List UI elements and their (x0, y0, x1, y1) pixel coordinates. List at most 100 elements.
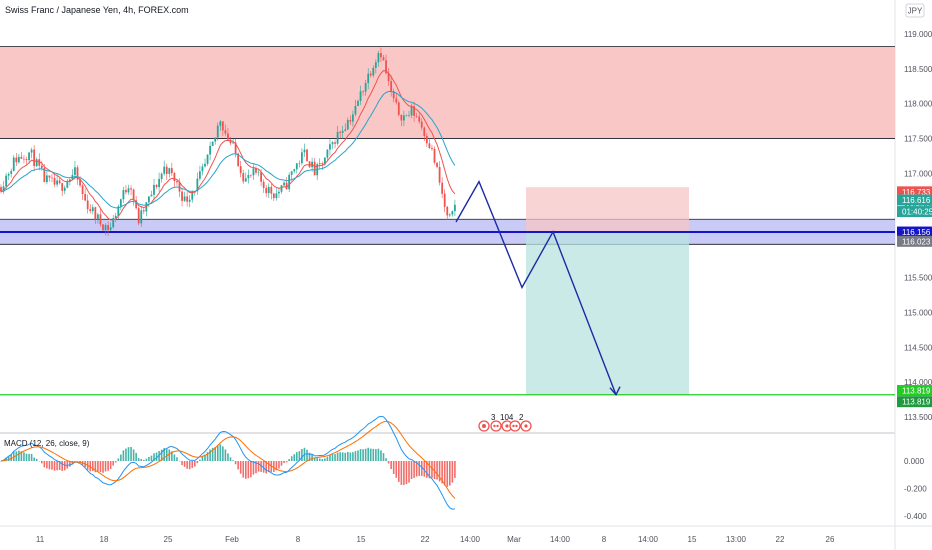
candle (125, 185, 127, 195)
currency-button[interactable]: JPY (905, 3, 925, 18)
event-icon[interactable] (490, 420, 502, 432)
macd-histogram-bar (321, 459, 324, 461)
candle (303, 143, 306, 157)
resistance-zone[interactable] (0, 46, 895, 139)
candle (443, 189, 446, 213)
macd-histogram-bar (69, 461, 71, 467)
price-tag[interactable]: 113.819 (897, 385, 932, 397)
candle (66, 179, 69, 189)
candle-body (122, 190, 125, 200)
candle (148, 196, 150, 208)
price-tag[interactable]: 01:40:25 (897, 206, 932, 218)
macd-histogram-bar (293, 454, 296, 461)
macd-histogram-bar (216, 445, 219, 461)
candle-body (451, 211, 454, 215)
candle-body (242, 173, 245, 182)
time-tick-label: 22 (776, 535, 785, 544)
candle (306, 148, 308, 162)
ema-fast-line (0, 70, 456, 221)
macd-histogram-bar (331, 453, 334, 461)
candle (109, 222, 112, 232)
candle (163, 160, 166, 176)
price-tag[interactable]: 116.733 (897, 186, 932, 198)
candle-body (339, 131, 342, 133)
candle (390, 75, 393, 97)
macd-histogram-bar (451, 461, 454, 483)
event-markers-group-1[interactable]: 3 104 (478, 413, 514, 432)
candle (94, 206, 97, 224)
macd-histogram-bar (117, 458, 120, 461)
macd-histogram-bar (349, 452, 352, 461)
macd-histogram-bar (372, 448, 375, 461)
macd-histogram-bar (143, 459, 145, 461)
candle (28, 151, 30, 164)
svg-text:JPY: JPY (908, 7, 923, 16)
candle-body (367, 73, 370, 84)
macd-histogram-bar (10, 454, 12, 461)
price-axis[interactable] (895, 0, 932, 550)
macd-histogram-bar (382, 453, 385, 461)
macd-histogram-bar (326, 456, 329, 461)
candle-body (306, 149, 308, 162)
candle-body (158, 178, 160, 188)
price-tag[interactable]: 116.023 (897, 235, 932, 247)
macd-histogram-bar (15, 451, 18, 461)
candle (308, 161, 311, 168)
price-tag[interactable]: 113.819 (897, 396, 932, 408)
candle (199, 165, 201, 181)
candle (428, 138, 431, 150)
macd-histogram-bar (395, 461, 398, 478)
candle (51, 174, 53, 183)
macd-histogram-bar (140, 459, 143, 461)
event-icon[interactable] (509, 420, 521, 432)
macd-histogram-bar (109, 461, 112, 469)
candle-body (436, 162, 438, 168)
candle-body (199, 171, 201, 179)
candle (413, 101, 415, 122)
price-tag-bg (897, 385, 932, 397)
candle (30, 147, 33, 159)
candle-body (48, 175, 51, 178)
candle-body (201, 166, 204, 172)
projection-path[interactable] (455, 179, 617, 395)
candle (262, 179, 265, 193)
macd-histogram-bar (387, 461, 390, 464)
candle-body (272, 193, 275, 199)
candle-body (260, 172, 262, 182)
macd-histogram-bar (237, 461, 239, 470)
candle-body (153, 184, 155, 195)
macd-histogram-bar (250, 461, 252, 478)
macd-histogram-bar (125, 448, 127, 461)
macd-pane[interactable]: 0.000 -0.200 -0.400 (0, 415, 927, 521)
candle (247, 169, 250, 184)
macd-label: MACD (12, 26, close, 9) (4, 439, 90, 448)
candle-body (33, 149, 36, 167)
candle-body (267, 186, 270, 194)
stop-loss-zone[interactable] (526, 187, 689, 233)
candle (227, 127, 229, 142)
macd-histogram-bar (58, 461, 61, 471)
macd-histogram-bar (94, 461, 97, 473)
candle (188, 195, 191, 208)
candle (48, 175, 51, 182)
candle-body (382, 57, 385, 61)
take-profit-zone[interactable] (526, 232, 689, 395)
macd-histogram-bar (33, 457, 35, 461)
macd-histogram-bar (89, 461, 92, 472)
candle-body (17, 156, 20, 163)
ema-layer (0, 70, 456, 221)
candle (397, 100, 400, 117)
macd-histogram-bar (168, 449, 171, 461)
macd-histogram-bar (428, 461, 431, 479)
candle-body (239, 166, 242, 174)
event-markers-group-2[interactable]: 2 (509, 413, 532, 432)
event-count-small: 2 (519, 413, 524, 422)
candle (418, 113, 421, 124)
candle (119, 198, 122, 211)
price-tag[interactable]: 116.156 (897, 226, 932, 238)
candle (155, 183, 158, 190)
candle-body (102, 224, 104, 231)
candle-body (227, 133, 229, 140)
price-tag[interactable]: 116.616 (897, 194, 932, 206)
